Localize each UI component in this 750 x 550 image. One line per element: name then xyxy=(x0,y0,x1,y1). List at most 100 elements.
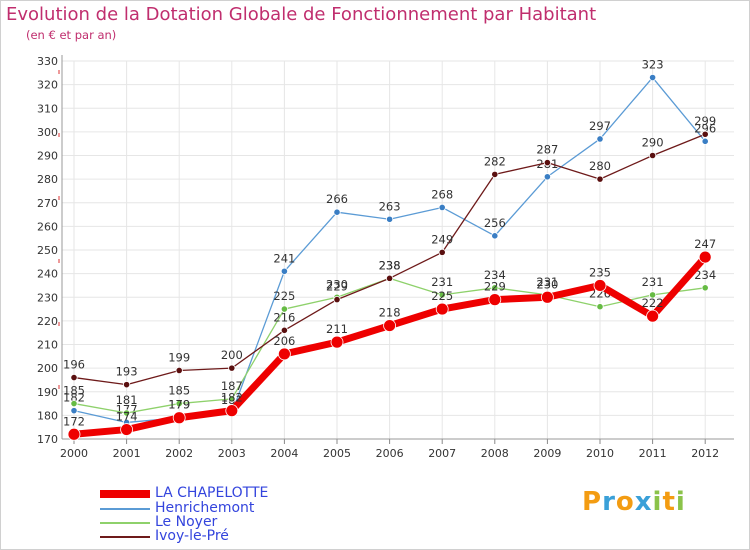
legend-label: Ivoy-le-Pré xyxy=(155,528,229,544)
data-label: 247 xyxy=(694,237,716,251)
data-point xyxy=(491,170,499,178)
data-point xyxy=(698,250,712,264)
data-label: 238 xyxy=(379,258,401,272)
x-tick-label: 2001 xyxy=(113,447,141,460)
y-tick-label: 170 xyxy=(37,433,58,446)
data-point xyxy=(701,284,709,292)
data-label: 179 xyxy=(168,398,190,412)
data-point xyxy=(596,303,604,311)
data-label: 323 xyxy=(642,58,664,72)
data-label: 185 xyxy=(168,384,190,398)
data-label: 185 xyxy=(63,384,85,398)
legend-label: Henrichemont xyxy=(155,500,255,516)
data-label: 216 xyxy=(273,310,295,324)
data-label: 280 xyxy=(589,159,611,173)
data-point xyxy=(596,135,604,143)
data-point xyxy=(646,309,659,323)
data-point xyxy=(593,279,607,292)
data-label: 222 xyxy=(642,296,664,310)
legend-label: Le Noyer xyxy=(155,514,218,530)
x-tick-label: 2002 xyxy=(165,447,193,460)
data-label: 241 xyxy=(273,251,295,265)
data-label: 268 xyxy=(431,187,453,201)
data-label: 172 xyxy=(63,414,85,428)
data-label: 234 xyxy=(694,268,716,282)
data-label: 234 xyxy=(484,268,506,282)
data-label: 225 xyxy=(431,289,453,303)
data-point xyxy=(175,399,183,408)
data-point xyxy=(67,427,81,441)
data-point xyxy=(491,232,499,240)
data-point xyxy=(385,215,394,223)
x-tick-label: 2006 xyxy=(376,447,404,460)
data-label: 225 xyxy=(273,289,295,303)
data-label: 187 xyxy=(221,379,243,393)
data-point xyxy=(648,73,657,82)
data-point xyxy=(70,399,78,408)
y-tick-label: 230 xyxy=(37,291,58,304)
data-point xyxy=(225,404,239,418)
data-label: 182 xyxy=(221,391,243,405)
data-label: 297 xyxy=(589,119,611,133)
data-point xyxy=(543,173,552,181)
data-label: 182 xyxy=(63,391,85,405)
data-label: 211 xyxy=(326,322,348,336)
y-tick-label: 280 xyxy=(37,173,58,186)
chart-subtitle: (en € et par an) xyxy=(26,28,117,42)
data-label: 263 xyxy=(379,199,401,213)
data-label: 282 xyxy=(484,154,506,168)
legend-swatch xyxy=(100,508,150,510)
data-point xyxy=(596,175,604,183)
y-tick-label: 180 xyxy=(37,409,58,422)
data-point xyxy=(228,395,236,403)
data-point xyxy=(701,130,709,138)
data-point xyxy=(120,423,133,436)
x-tick-label: 2003 xyxy=(218,447,246,460)
y-tick-label: 260 xyxy=(37,220,58,233)
y-tick-label: 210 xyxy=(37,339,58,352)
data-point xyxy=(280,305,288,313)
data-label: 174 xyxy=(116,410,138,424)
legend-swatch xyxy=(100,536,150,538)
data-point xyxy=(701,137,709,145)
data-point xyxy=(172,411,186,425)
y-tick-label: 330 xyxy=(37,55,58,68)
data-label: 193 xyxy=(116,365,138,379)
x-tick-label: 2007 xyxy=(428,447,456,460)
data-point xyxy=(333,208,341,216)
y-tick-label: 240 xyxy=(37,268,58,281)
logo-letter: x xyxy=(634,487,653,517)
logo-letter: i xyxy=(652,487,663,517)
x-tick-label: 2010 xyxy=(586,447,614,460)
data-point xyxy=(123,409,131,417)
data-label: 229 xyxy=(326,280,348,294)
data-label: 231 xyxy=(642,275,664,289)
y-tick-label: 320 xyxy=(37,79,58,92)
x-tick-label: 2008 xyxy=(481,447,509,460)
data-point xyxy=(228,364,236,372)
data-label: 249 xyxy=(431,232,453,246)
proxiti-logo: Proxiti xyxy=(582,487,686,517)
x-tick-label: 2009 xyxy=(533,447,561,460)
data-label: 196 xyxy=(63,358,85,372)
data-point xyxy=(280,326,288,334)
data-label: 290 xyxy=(642,136,664,150)
data-point xyxy=(648,291,657,299)
legend-swatch xyxy=(100,522,150,524)
y-tick-label: 270 xyxy=(37,197,58,210)
data-point xyxy=(541,290,554,304)
x-tick-label: 2012 xyxy=(691,447,719,460)
data-label: 235 xyxy=(589,265,611,279)
data-point xyxy=(488,293,502,307)
y-tick-label: 300 xyxy=(37,126,58,139)
data-label: 231 xyxy=(431,275,453,289)
legend-label: LA CHAPELOTTE xyxy=(155,485,269,501)
data-label: 206 xyxy=(273,334,295,348)
logo-letter: P xyxy=(582,487,603,517)
data-label: 229 xyxy=(484,280,506,294)
data-label: 199 xyxy=(168,350,190,364)
data-label: 230 xyxy=(536,277,558,291)
data-point xyxy=(385,274,394,282)
